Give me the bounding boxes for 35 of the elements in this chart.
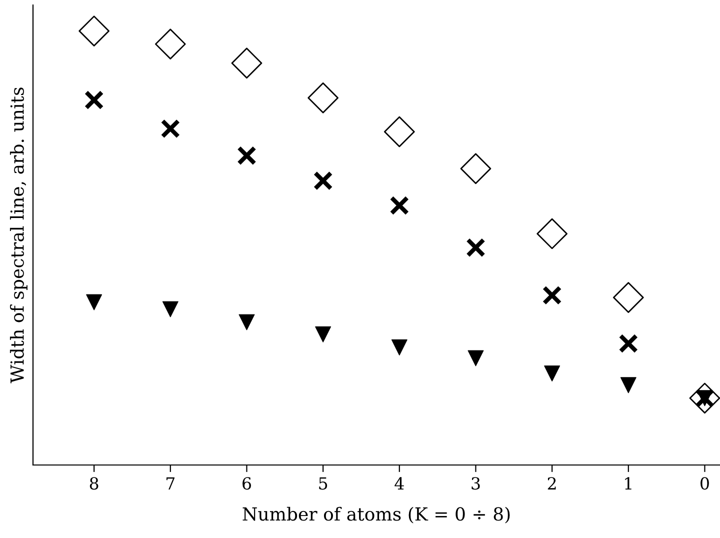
point [618, 334, 638, 354]
point [162, 301, 178, 318]
point [313, 171, 333, 190]
y-axis-title: Width of spectral line, arb. units [10, 88, 28, 384]
point [390, 196, 410, 216]
x-tick-label: 4 [394, 477, 404, 490]
point [78, 16, 110, 46]
point [160, 118, 180, 138]
x-tick-label: 6 [242, 477, 251, 490]
x-tick-label: 0 [700, 477, 709, 490]
x-tick-label: 3 [472, 477, 480, 490]
point [466, 238, 486, 258]
point [154, 28, 186, 60]
point [315, 326, 332, 342]
x-tick-label: 7 [166, 477, 174, 490]
point [542, 286, 562, 306]
point [384, 116, 415, 148]
point [308, 82, 338, 114]
point [536, 218, 568, 250]
point [612, 282, 644, 313]
point [468, 350, 484, 366]
point [460, 153, 492, 184]
point [391, 339, 408, 356]
x-tick-label: 1 [625, 477, 632, 490]
point [237, 146, 256, 166]
point [620, 377, 636, 394]
x-tick-label: 2 [548, 477, 556, 490]
point [84, 90, 104, 110]
point [544, 365, 560, 382]
x-tick-label: 5 [319, 477, 328, 490]
x-tick-label: 8 [90, 477, 98, 490]
x-axis-title: Number of atoms (K = 0 ÷ 8) [242, 506, 510, 524]
point [86, 294, 102, 310]
point [231, 48, 262, 79]
point [238, 314, 255, 330]
